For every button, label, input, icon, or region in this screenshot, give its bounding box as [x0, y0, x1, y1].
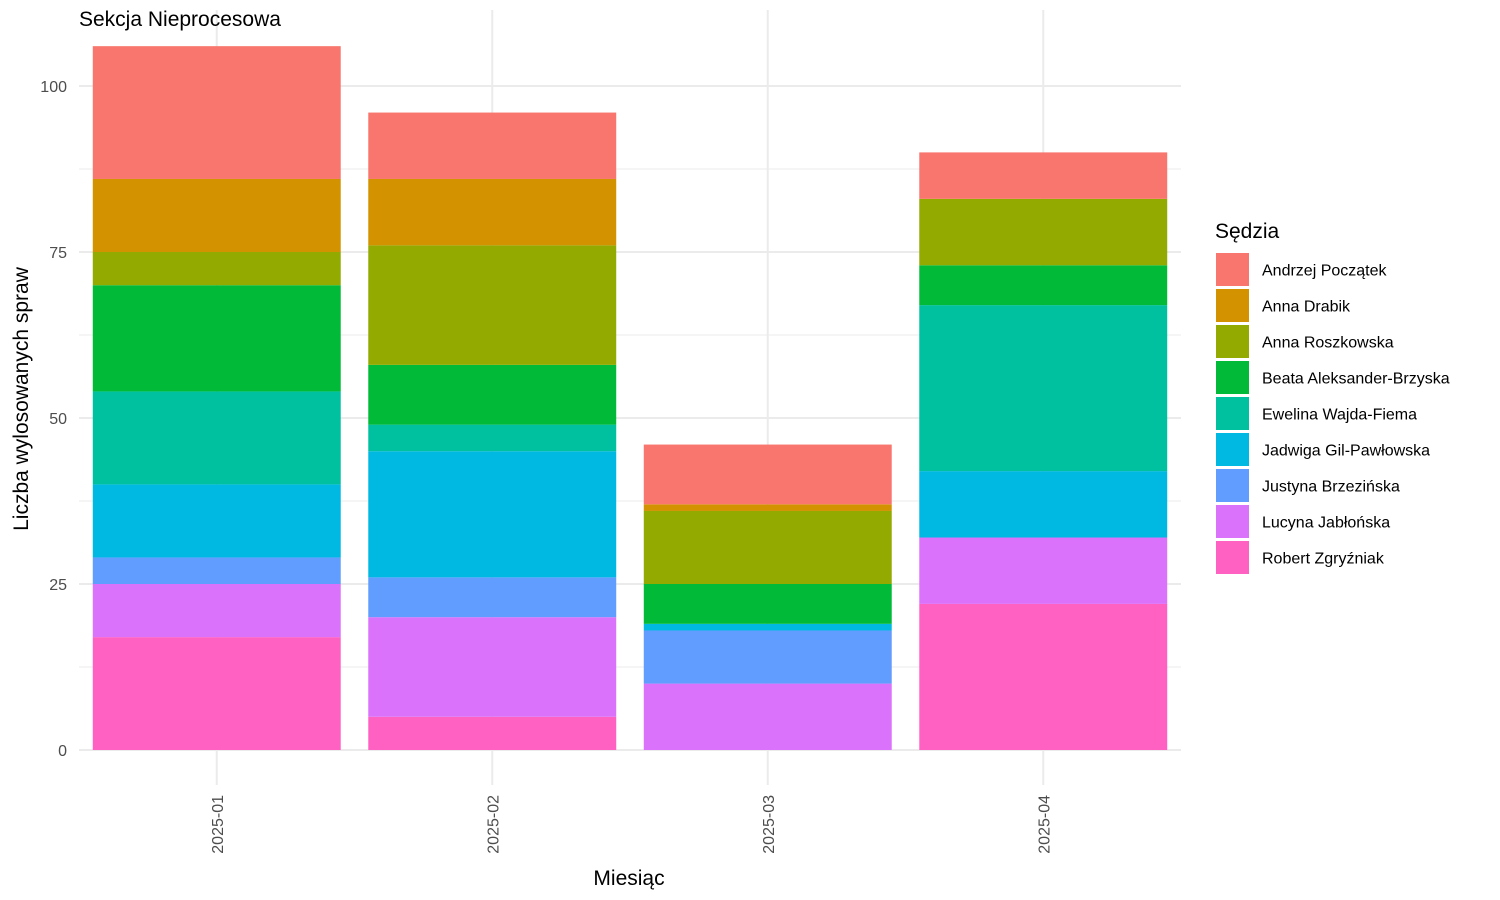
legend: Sędzia Andrzej Początek Anna Drabik Anna R… — [1215, 220, 1450, 574]
y-tick-label: 50 — [49, 411, 67, 428]
bar-segment — [919, 265, 1168, 306]
bar-segment — [368, 716, 617, 750]
bar-segment — [643, 630, 892, 684]
y-axis: 0 25 50 75 100 — [40, 79, 67, 760]
legend-label: Anna Drabik — [1262, 299, 1351, 316]
x-tick-label: 2025-04 — [1036, 795, 1053, 854]
bar-segment — [92, 391, 341, 485]
bar-segment — [919, 537, 1168, 604]
bar-segment — [919, 603, 1168, 750]
legend-label: Anna Roszkowska — [1262, 335, 1394, 352]
bar-segment — [92, 584, 341, 638]
legend-key — [1216, 469, 1249, 502]
x-axis-title: Miesiąc — [593, 867, 664, 890]
x-tick-label: 2025-03 — [761, 795, 778, 854]
bar-segment — [368, 364, 617, 425]
bar-segment — [92, 46, 341, 179]
legend-key — [1216, 325, 1249, 358]
legend-key — [1216, 433, 1249, 466]
bar-segment — [368, 112, 617, 179]
x-tick-label: 2025-02 — [485, 795, 502, 854]
bar-segment — [643, 444, 892, 505]
bar-segment — [643, 584, 892, 624]
y-tick-label: 100 — [40, 79, 67, 96]
y-axis-title: Liczba wylosowanych spraw — [10, 266, 33, 531]
bar-segment — [643, 623, 892, 631]
bar-segment — [919, 471, 1168, 538]
bar-segment — [368, 245, 617, 365]
bars — [92, 46, 1168, 750]
bar-segment — [92, 285, 341, 392]
bar-segment — [92, 252, 341, 286]
legend-key — [1216, 397, 1249, 430]
y-tick-label: 25 — [49, 577, 67, 594]
bar-segment — [368, 617, 617, 717]
legend-key — [1216, 289, 1249, 322]
legend-label: Andrzej Początek — [1262, 263, 1388, 280]
bar-segment — [919, 305, 1168, 472]
legend-label: Justyna Brzezińska — [1262, 479, 1400, 496]
bar-segment — [368, 577, 617, 618]
legend-key — [1216, 361, 1249, 394]
bar-segment — [919, 152, 1168, 199]
bar-segment — [643, 683, 892, 750]
bar-segment — [919, 198, 1168, 266]
bar-segment — [92, 178, 341, 252]
x-tick-label: 2025-01 — [210, 795, 227, 854]
chart-title: Sekcja Nieprocesowa — [79, 8, 281, 31]
legend-label: Robert Zgryźniak — [1262, 551, 1385, 568]
bar-segment — [643, 510, 892, 584]
legend-label: Lucyna Jabłońska — [1262, 515, 1390, 532]
legend-label: Jadwiga Gil-Pawłowska — [1262, 443, 1430, 460]
bar-segment — [92, 637, 341, 750]
x-axis: 2025-01 2025-02 2025-03 2025-04 — [210, 795, 1054, 854]
legend-label: Ewelina Wajda-Fiema — [1262, 407, 1417, 424]
bar-segment — [92, 557, 341, 584]
bar-segment — [643, 504, 892, 511]
legend-key — [1216, 253, 1249, 286]
legend-key — [1216, 505, 1249, 538]
y-tick-label: 75 — [49, 245, 67, 262]
bar-segment — [92, 484, 341, 558]
legend-key — [1216, 541, 1249, 574]
bar-segment — [368, 451, 617, 578]
bar-segment — [368, 424, 617, 452]
y-tick-label: 0 — [58, 743, 67, 760]
legend-label: Beata Aleksander-Brzyska — [1262, 371, 1450, 388]
legend-title: Sędzia — [1215, 220, 1280, 243]
bar-segment — [368, 178, 617, 246]
